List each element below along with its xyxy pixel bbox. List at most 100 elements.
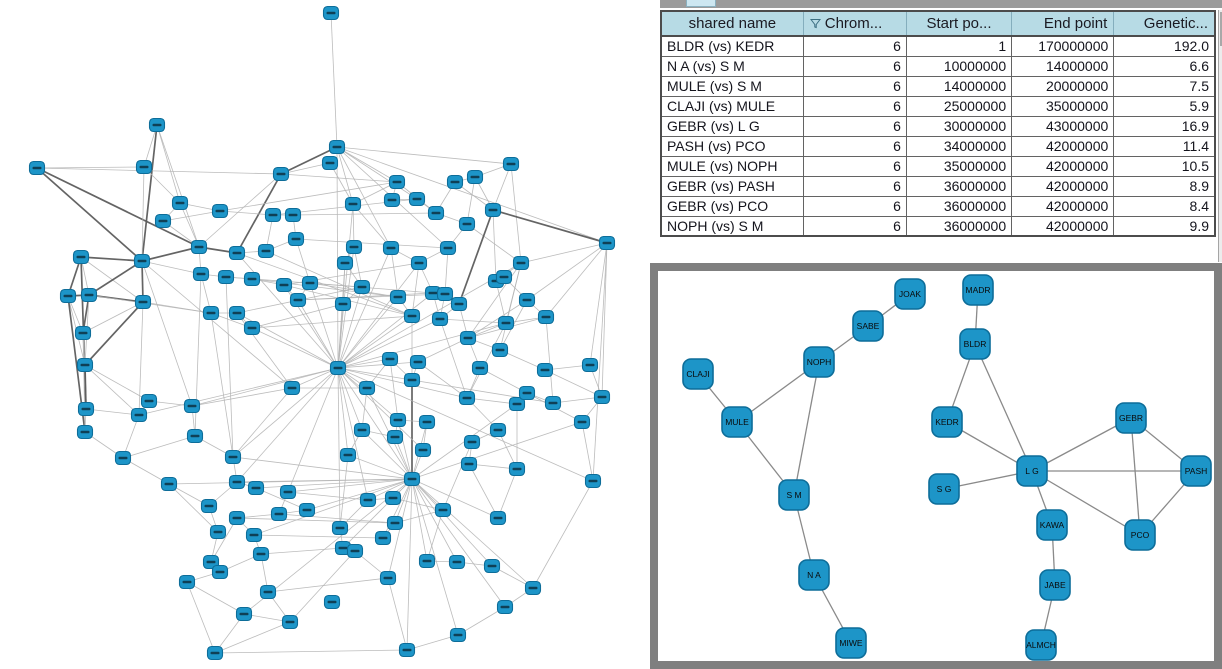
network-node[interactable]	[537, 309, 555, 325]
network-node[interactable]	[279, 484, 297, 500]
network-node[interactable]	[544, 395, 562, 411]
network-edge[interactable]	[337, 367, 594, 482]
network-node[interactable]	[353, 422, 371, 438]
network-node[interactable]	[133, 253, 151, 269]
network-node[interactable]	[593, 389, 611, 405]
network-node[interactable]	[217, 269, 235, 285]
cell-start[interactable]: 14000000	[905, 75, 1013, 97]
network-node[interactable]	[512, 255, 530, 271]
subnetwork-canvas[interactable]: JOAK MADR SABE BLDR NOPH CLAJI MULE KEDR GEBR L G…	[658, 271, 1214, 661]
network-edge[interactable]	[82, 301, 144, 334]
network-node[interactable]	[389, 289, 407, 305]
subnetwork-edge[interactable]	[1031, 417, 1132, 472]
network-node[interactable]	[518, 385, 536, 401]
network-node[interactable]	[431, 311, 449, 327]
network-edge[interactable]	[280, 162, 331, 175]
network-edge[interactable]	[292, 212, 437, 216]
network-edge[interactable]	[260, 547, 344, 555]
subnetwork-node-noph[interactable]: NOPH	[803, 346, 835, 378]
network-edge[interactable]	[545, 242, 608, 318]
network-node[interactable]	[80, 287, 98, 303]
network-edge[interactable]	[255, 487, 308, 511]
network-node[interactable]	[449, 627, 467, 643]
network-node[interactable]	[524, 580, 542, 596]
network-node[interactable]	[336, 255, 354, 271]
network-edge[interactable]	[198, 173, 282, 248]
network-edge[interactable]	[337, 322, 507, 369]
network-node[interactable]	[460, 456, 478, 472]
network-node[interactable]	[483, 558, 501, 574]
network-edge[interactable]	[411, 478, 493, 567]
network-edge[interactable]	[466, 176, 476, 225]
network-edge[interactable]	[251, 315, 413, 329]
cell-shared-name[interactable]: MULE (vs) NOPH	[660, 155, 804, 177]
network-edge[interactable]	[592, 242, 608, 482]
network-edge[interactable]	[88, 260, 143, 296]
network-edge[interactable]	[497, 468, 518, 519]
network-edge[interactable]	[225, 276, 234, 458]
network-node[interactable]	[59, 288, 77, 304]
network-edge[interactable]	[80, 256, 143, 262]
network-edge[interactable]	[466, 223, 522, 264]
cell-end[interactable]: 42000000	[1011, 135, 1115, 157]
network-edge[interactable]	[162, 210, 221, 222]
network-edge[interactable]	[411, 478, 534, 589]
cell-start[interactable]: 30000000	[905, 115, 1013, 137]
table-row[interactable]: N A (vs) S M 6 10000000 14000000 6.6	[660, 55, 1216, 77]
network-node[interactable]	[346, 543, 364, 559]
network-edge[interactable]	[411, 478, 458, 563]
network-edge[interactable]	[337, 367, 424, 451]
network-edge[interactable]	[337, 315, 413, 369]
network-node[interactable]	[224, 449, 242, 465]
network-edge[interactable]	[426, 509, 444, 562]
network-node[interactable]	[458, 216, 476, 232]
network-node[interactable]	[359, 492, 377, 508]
network-node[interactable]	[183, 398, 201, 414]
network-edge[interactable]	[297, 299, 339, 369]
network-node[interactable]	[379, 570, 397, 586]
network-node[interactable]	[463, 434, 481, 450]
network-edge[interactable]	[186, 581, 245, 615]
network-node[interactable]	[259, 584, 277, 600]
network-edge[interactable]	[520, 242, 608, 264]
network-edge[interactable]	[552, 396, 603, 404]
cell-chromosome[interactable]: 6	[802, 55, 907, 77]
network-node[interactable]	[584, 473, 602, 489]
network-node[interactable]	[245, 527, 263, 543]
network-edge[interactable]	[141, 166, 145, 262]
network-edge[interactable]	[532, 480, 594, 589]
network-node[interactable]	[209, 524, 227, 540]
network-edge[interactable]	[337, 367, 349, 456]
network-edge[interactable]	[278, 513, 396, 524]
network-edge[interactable]	[406, 634, 459, 651]
cell-genetic[interactable]: 7.5	[1113, 75, 1216, 97]
network-node[interactable]	[403, 308, 421, 324]
network-edge[interactable]	[210, 312, 234, 458]
network-edge[interactable]	[339, 454, 349, 529]
network-node[interactable]	[495, 269, 513, 285]
network-node[interactable]	[186, 428, 204, 444]
network-node[interactable]	[508, 396, 526, 412]
cell-end[interactable]: 35000000	[1011, 95, 1115, 117]
cell-chromosome[interactable]: 6	[802, 95, 907, 117]
network-node[interactable]	[206, 645, 224, 661]
subnetwork-node-gebr[interactable]: GEBR	[1115, 402, 1147, 434]
network-edge[interactable]	[287, 367, 339, 493]
table-scrollbar[interactable]	[1218, 10, 1222, 262]
table-row[interactable]: GEBR (vs) L G 6 30000000 43000000 16.9	[660, 115, 1216, 137]
network-edge[interactable]	[337, 247, 392, 369]
cell-start[interactable]: 1	[905, 35, 1013, 57]
cell-shared-name[interactable]: GEBR (vs) PASH	[660, 175, 804, 197]
network-edge[interactable]	[544, 369, 603, 398]
network-edge[interactable]	[232, 456, 413, 480]
network-node[interactable]	[386, 515, 404, 531]
network-edge[interactable]	[411, 421, 583, 480]
network-edge[interactable]	[84, 364, 140, 416]
network-edge[interactable]	[589, 242, 608, 366]
network-edge[interactable]	[581, 421, 594, 482]
table-row[interactable]: MULE (vs) S M 6 14000000 20000000 7.5	[660, 75, 1216, 97]
cell-end[interactable]: 43000000	[1011, 115, 1115, 137]
table-row[interactable]: GEBR (vs) PCO 6 36000000 42000000 8.4	[660, 195, 1216, 217]
network-node[interactable]	[381, 351, 399, 367]
network-edge[interactable]	[236, 517, 396, 524]
